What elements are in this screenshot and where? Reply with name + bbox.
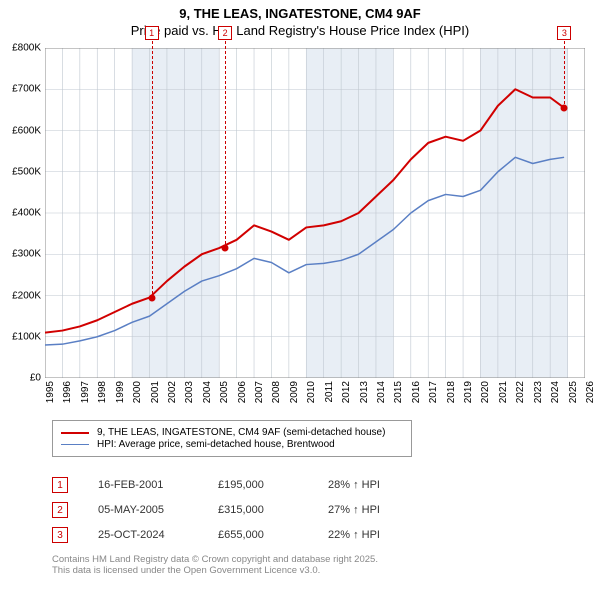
transaction-date: 25-OCT-2024 (98, 529, 218, 541)
legend-item: 9, THE LEAS, INGATESTONE, CM4 9AF (semi-… (61, 427, 403, 438)
x-axis-label: 2000 (132, 381, 143, 403)
title-address: 9, THE LEAS, INGATESTONE, CM4 9AF (0, 6, 600, 23)
transaction-pct: 27% ↑ HPI (328, 504, 380, 516)
transaction-marker-icon: 3 (52, 527, 68, 543)
legend-swatch (61, 444, 89, 445)
transactions-table: 1 16-FEB-2001 £195,000 28% ↑ HPI 2 05-MA… (52, 468, 380, 552)
x-axis-label: 2021 (498, 381, 509, 403)
x-axis-label: 2012 (341, 381, 352, 403)
x-axis-label: 1996 (62, 381, 73, 403)
x-axis-label: 2018 (446, 381, 457, 403)
footer-line: Contains HM Land Registry data © Crown c… (52, 554, 378, 565)
transaction-pct: 28% ↑ HPI (328, 479, 380, 491)
transaction-price: £655,000 (218, 529, 328, 541)
transaction-row: 2 05-MAY-2005 £315,000 27% ↑ HPI (52, 502, 380, 518)
series-price_paid (45, 89, 564, 332)
legend-item: HPI: Average price, semi-detached house,… (61, 439, 403, 450)
x-axis-label: 2003 (184, 381, 195, 403)
transaction-date: 05-MAY-2005 (98, 504, 218, 516)
title-subtitle: Price paid vs. HM Land Registry's House … (0, 23, 600, 40)
footer-line: This data is licensed under the Open Gov… (52, 565, 378, 576)
y-axis-label: £600K (12, 125, 41, 136)
x-axis-label: 2009 (289, 381, 300, 403)
x-axis-label: 2005 (219, 381, 230, 403)
x-axis-label: 2019 (463, 381, 474, 403)
x-axis-label: 2017 (428, 381, 439, 403)
y-axis-label: £400K (12, 208, 41, 219)
x-axis-label: 2023 (533, 381, 544, 403)
x-axis-label: 2015 (393, 381, 404, 403)
chart-transaction-marker: 1 (145, 26, 159, 40)
x-axis-label: 2020 (480, 381, 491, 403)
x-axis-label: 2025 (568, 381, 579, 403)
x-axis-label: 1995 (45, 381, 56, 403)
chart-container: 9, THE LEAS, INGATESTONE, CM4 9AF Price … (0, 0, 600, 590)
chart-plot-area: £0£100K£200K£300K£400K£500K£600K£700K£80… (45, 48, 585, 378)
footer-attribution: Contains HM Land Registry data © Crown c… (52, 554, 378, 577)
transaction-date: 16-FEB-2001 (98, 479, 218, 491)
y-axis-label: £500K (12, 166, 41, 177)
transaction-dot-icon (148, 294, 155, 301)
legend-label: HPI: Average price, semi-detached house,… (97, 439, 335, 450)
x-axis-label: 2004 (202, 381, 213, 403)
transaction-price: £195,000 (218, 479, 328, 491)
transaction-marker-icon: 2 (52, 502, 68, 518)
transaction-row: 3 25-OCT-2024 £655,000 22% ↑ HPI (52, 527, 380, 543)
x-axis-label: 1997 (80, 381, 91, 403)
transaction-marker-icon: 1 (52, 477, 68, 493)
x-axis-label: 2007 (254, 381, 265, 403)
y-axis-label: £700K (12, 84, 41, 95)
y-axis-label: £300K (12, 249, 41, 260)
x-axis-label: 2013 (359, 381, 370, 403)
x-axis-label: 2011 (324, 381, 335, 403)
title-block: 9, THE LEAS, INGATESTONE, CM4 9AF Price … (0, 0, 600, 40)
legend-box: 9, THE LEAS, INGATESTONE, CM4 9AF (semi-… (52, 420, 412, 457)
chart-svg (45, 48, 585, 378)
transaction-price: £315,000 (218, 504, 328, 516)
x-axis-label: 2001 (150, 381, 161, 403)
chart-transaction-marker: 3 (557, 26, 571, 40)
legend-label: 9, THE LEAS, INGATESTONE, CM4 9AF (semi-… (97, 427, 385, 438)
x-axis-label: 1999 (115, 381, 126, 403)
transaction-pct: 22% ↑ HPI (328, 529, 380, 541)
x-axis-label: 2024 (550, 381, 561, 403)
y-axis-label: £800K (12, 43, 41, 54)
transaction-dot-icon (561, 104, 568, 111)
legend-swatch (61, 432, 89, 434)
x-axis-label: 2002 (167, 381, 178, 403)
transaction-row: 1 16-FEB-2001 £195,000 28% ↑ HPI (52, 477, 380, 493)
x-axis-label: 2026 (585, 381, 596, 403)
x-axis-label: 2008 (271, 381, 282, 403)
chart-transaction-marker: 2 (218, 26, 232, 40)
x-axis-label: 2016 (411, 381, 422, 403)
x-axis-label: 2022 (515, 381, 526, 403)
y-axis-label: £0 (30, 373, 41, 384)
series-hpi (45, 157, 564, 345)
x-axis-label: 2014 (376, 381, 387, 403)
x-axis-label: 2006 (237, 381, 248, 403)
y-axis-label: £100K (12, 331, 41, 342)
x-axis-label: 2010 (306, 381, 317, 403)
x-axis-label: 1998 (97, 381, 108, 403)
transaction-dot-icon (222, 245, 229, 252)
y-axis-label: £200K (12, 290, 41, 301)
